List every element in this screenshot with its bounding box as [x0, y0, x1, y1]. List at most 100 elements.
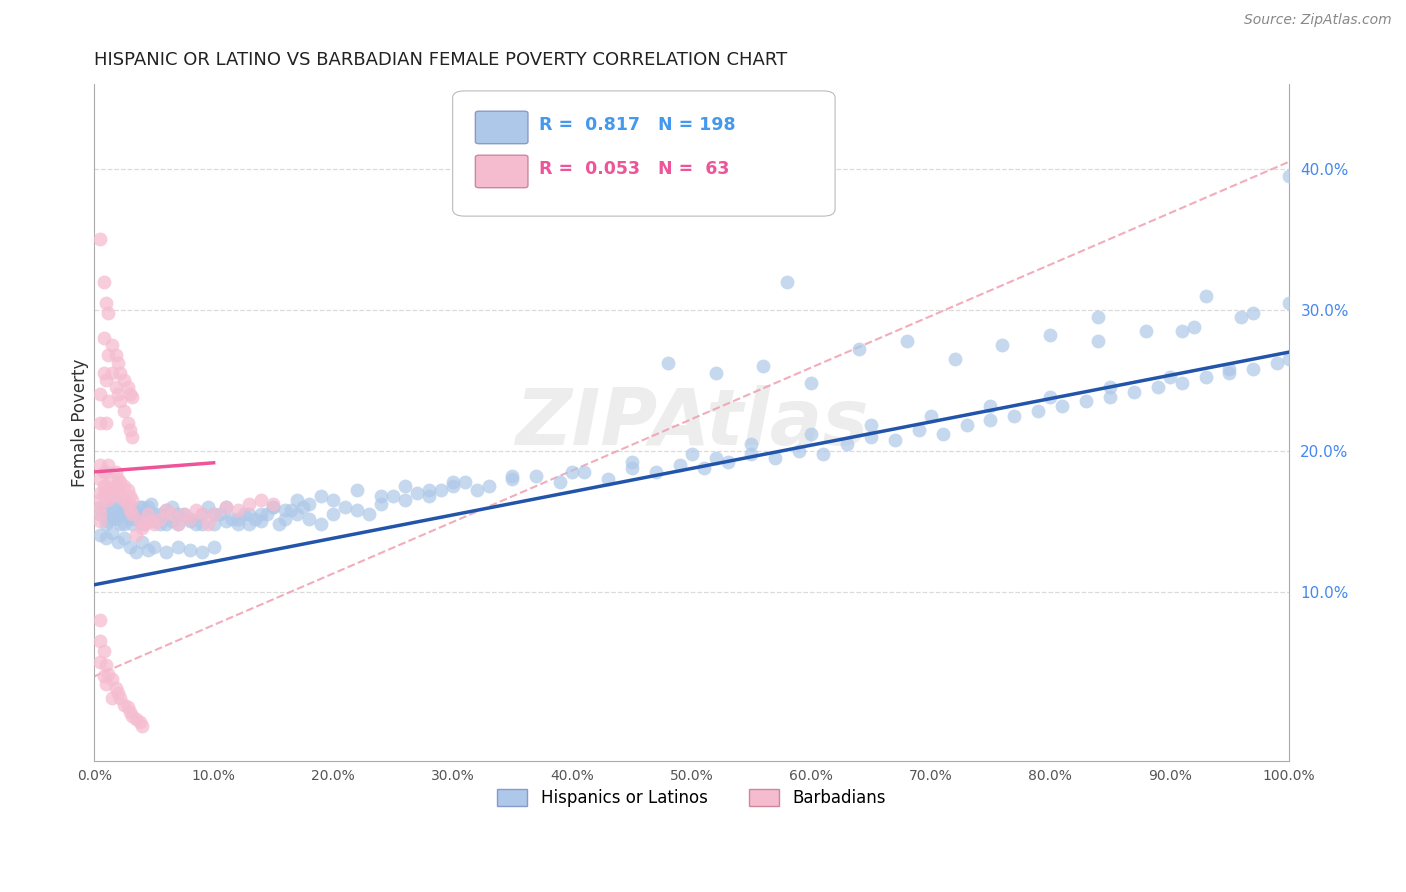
Point	[141, 497, 163, 511]
Point	[117, 503, 139, 517]
Point	[166, 517, 188, 532]
Point	[131, 500, 153, 515]
Point	[93, 669, 115, 683]
Legend: Hispanics or Latinos, Barbadians: Hispanics or Latinos, Barbadians	[491, 782, 893, 814]
Point	[142, 517, 165, 532]
Point	[118, 423, 141, 437]
Point	[298, 497, 321, 511]
Point	[1026, 404, 1049, 418]
Point	[202, 508, 225, 522]
Point	[1241, 305, 1264, 319]
Point	[104, 380, 127, 394]
Point	[274, 511, 297, 525]
Point	[740, 436, 762, 450]
Point	[101, 525, 124, 540]
Point	[979, 413, 1001, 427]
Point	[101, 673, 124, 687]
Point	[418, 489, 440, 503]
Point	[97, 348, 120, 362]
Point	[190, 508, 212, 522]
Point	[835, 436, 858, 450]
Point	[208, 508, 231, 522]
Point	[136, 508, 159, 522]
Point	[166, 508, 188, 522]
Point	[107, 686, 129, 700]
Point	[117, 497, 139, 511]
Point	[405, 486, 427, 500]
Point	[692, 460, 714, 475]
Point	[704, 366, 727, 380]
Point	[418, 483, 440, 498]
FancyBboxPatch shape	[475, 112, 527, 144]
Point	[226, 503, 249, 517]
Point	[104, 465, 127, 479]
Point	[128, 508, 150, 522]
Point	[548, 475, 571, 489]
Point	[1230, 310, 1253, 324]
Point	[104, 479, 127, 493]
Point	[226, 517, 249, 532]
Point	[1170, 324, 1192, 338]
Point	[681, 447, 703, 461]
Point	[128, 514, 150, 528]
Point	[309, 489, 332, 503]
Point	[117, 380, 139, 394]
Point	[1122, 384, 1144, 399]
Point	[346, 483, 368, 498]
Point	[118, 503, 141, 517]
Point	[89, 508, 111, 522]
Point	[1278, 352, 1301, 367]
Point	[97, 514, 120, 528]
Point	[776, 275, 799, 289]
Point	[1098, 380, 1121, 394]
Point	[136, 508, 159, 522]
Point	[716, 455, 738, 469]
Point	[97, 503, 120, 517]
Point	[93, 500, 115, 515]
Text: R =  0.817   N = 198: R = 0.817 N = 198	[538, 116, 735, 134]
Point	[1182, 319, 1205, 334]
Point	[128, 500, 150, 515]
Point	[118, 489, 141, 503]
Point	[1074, 394, 1097, 409]
Point	[197, 500, 219, 515]
Point	[381, 489, 404, 503]
Point	[89, 613, 111, 627]
Point	[572, 465, 595, 479]
Point	[800, 426, 823, 441]
Point	[214, 500, 236, 515]
Point	[97, 666, 120, 681]
Point	[149, 508, 172, 522]
Point	[441, 475, 464, 489]
Point	[110, 517, 132, 532]
Point	[991, 338, 1014, 352]
Point	[214, 500, 236, 515]
Point	[94, 373, 117, 387]
Point	[322, 493, 344, 508]
Point	[269, 517, 291, 532]
Point	[89, 486, 111, 500]
Point	[142, 508, 165, 522]
Point	[883, 433, 905, 447]
Point	[657, 356, 679, 370]
Point	[94, 497, 117, 511]
Point	[112, 493, 135, 508]
Point	[179, 542, 201, 557]
Point	[441, 479, 464, 493]
Point	[155, 517, 177, 532]
Point	[202, 508, 225, 522]
Point	[89, 472, 111, 486]
Point	[197, 517, 219, 532]
Point	[94, 465, 117, 479]
Point	[160, 500, 183, 515]
Point	[101, 338, 124, 352]
Point	[93, 508, 115, 522]
Point	[370, 497, 392, 511]
Point	[1039, 390, 1062, 404]
Y-axis label: Female Poverty: Female Poverty	[72, 359, 89, 487]
Point	[238, 517, 260, 532]
Point	[173, 508, 195, 522]
Point	[274, 503, 297, 517]
Point	[322, 508, 344, 522]
Point	[1218, 366, 1240, 380]
